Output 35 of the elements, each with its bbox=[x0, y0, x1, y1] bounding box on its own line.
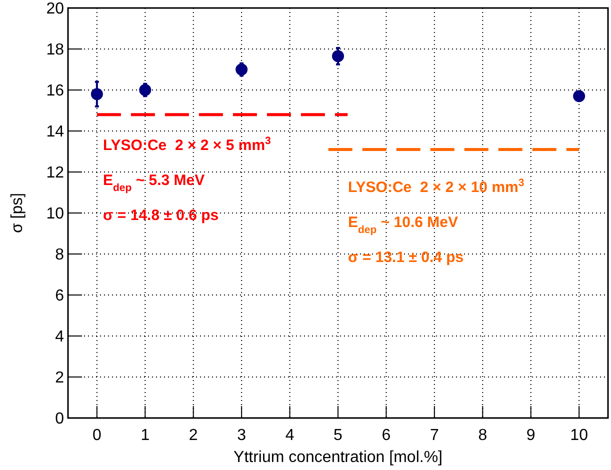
x-tick-label: 9 bbox=[526, 427, 536, 444]
point bbox=[139, 84, 152, 96]
y-tick-label: 16 bbox=[46, 82, 64, 100]
y-tick-label: 0 bbox=[55, 410, 64, 428]
x-tick-label: 7 bbox=[430, 427, 439, 444]
x-tick-label: 3 bbox=[237, 427, 246, 444]
y-axis-title: σ [ps] bbox=[9, 192, 26, 234]
y-tick-label: 18 bbox=[46, 42, 64, 59]
x-tick-label: 6 bbox=[382, 427, 391, 444]
x-axis-title: Yttrium concentration [mol.%] bbox=[234, 449, 442, 466]
annotation: E$_{dep}$ ~ 10.6 MeV bbox=[348, 214, 458, 236]
annotation: σ = 14.8 ± 0.6 ps bbox=[103, 207, 219, 224]
annotation: E$_{dep}$ ~ 5.3 MeV bbox=[103, 172, 205, 194]
y-tick-label: 2 bbox=[55, 370, 64, 387]
point bbox=[236, 64, 248, 76]
y-tick-label: 12 bbox=[46, 164, 64, 182]
y-tick-label: 8 bbox=[55, 246, 64, 264]
x-tick-label: 5 bbox=[334, 427, 343, 444]
x-tick-label: 4 bbox=[285, 427, 294, 444]
annotation: LYSO:Ce 2 × 2 × 10 mm$^{3}$ bbox=[348, 177, 524, 196]
annotation: LYSO:Ce 2 × 2 × 5 mm$^{3}$ bbox=[103, 135, 272, 154]
annotation: σ = 13.1 ± 0.4 ps bbox=[348, 249, 464, 266]
x-tick-label: 1 bbox=[140, 427, 150, 444]
x-tick-label: 10 bbox=[570, 427, 588, 444]
x-tick-label: 0 bbox=[92, 427, 102, 444]
point bbox=[90, 88, 103, 100]
y-tick-label: 4 bbox=[55, 328, 64, 346]
y-tick-label: 6 bbox=[55, 288, 64, 305]
point bbox=[573, 90, 586, 102]
y-tick-label: 14 bbox=[46, 124, 64, 141]
y-tick-label: 20 bbox=[46, 0, 64, 18]
point bbox=[332, 50, 344, 62]
x-tick-label: 2 bbox=[188, 427, 198, 444]
x-tick-label: 8 bbox=[478, 427, 488, 444]
y-tick-label: 10 bbox=[46, 206, 64, 223]
